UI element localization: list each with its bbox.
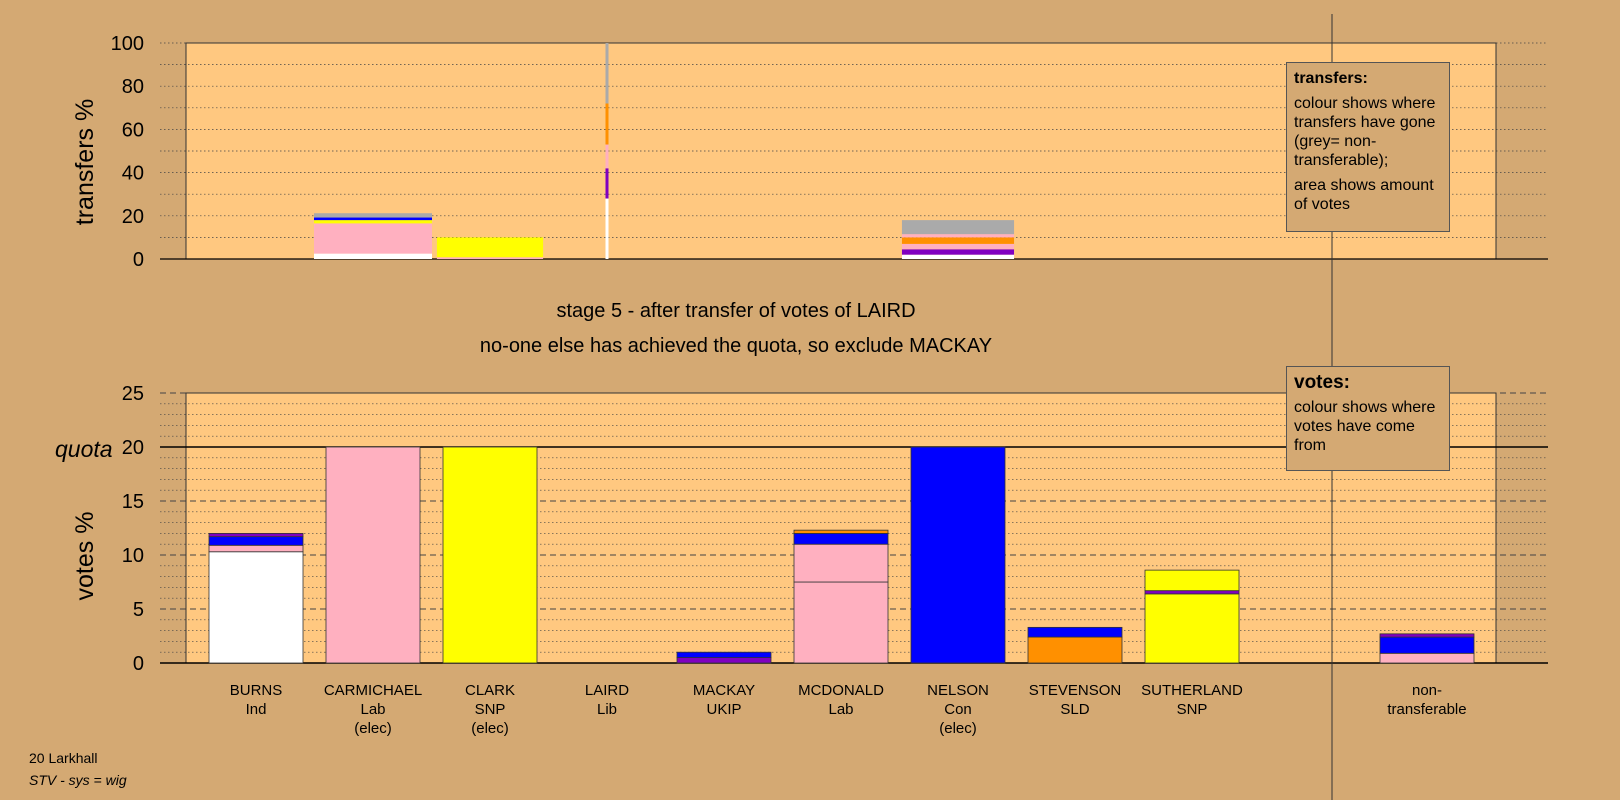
nontransferable-bar-segment bbox=[1379, 633, 1475, 638]
nontransferable-label: transferable bbox=[1387, 701, 1466, 718]
vote-bar-segment bbox=[208, 544, 304, 553]
transfer-bar-segment bbox=[901, 254, 1015, 259]
vote-bar-segment bbox=[1144, 590, 1240, 595]
ward-label: 20 Larkhall bbox=[29, 750, 98, 766]
candidate-label: SNP bbox=[475, 701, 506, 718]
vote-bar-segment bbox=[1144, 569, 1240, 592]
votes-legend-text: colour shows where votes have come from bbox=[1294, 399, 1436, 454]
votes-axis-title: votes % bbox=[71, 512, 99, 601]
transfers-legend-text2: area shows amount of votes bbox=[1294, 177, 1434, 213]
candidate-label: UKIP bbox=[706, 701, 741, 718]
quota-label: quota bbox=[55, 436, 113, 462]
candidate-label: (elec) bbox=[939, 720, 977, 737]
vote-bar-segment bbox=[793, 543, 889, 583]
transfers-legend-text1: colour shows where transfers have gone (… bbox=[1294, 95, 1436, 169]
vote-bar-segment bbox=[442, 446, 538, 664]
transfers-tick-label: 100 bbox=[111, 33, 144, 55]
candidate-label: MCDONALD bbox=[798, 682, 884, 699]
transfer-bar-segment bbox=[901, 220, 1015, 235]
votes-tick-label: 10 bbox=[122, 545, 144, 567]
stage-subtitle: no-one else has achieved the quota, so e… bbox=[479, 335, 993, 357]
transfers-tick-label: 0 bbox=[133, 249, 144, 271]
vote-bar-segment bbox=[1027, 626, 1123, 638]
candidate-label: Lab bbox=[360, 701, 385, 718]
transfer-bar-segment bbox=[605, 43, 609, 104]
nontransferable-bar-segment bbox=[1379, 652, 1475, 664]
candidate-label: Ind bbox=[246, 701, 267, 718]
votes-tick-label: 5 bbox=[133, 599, 144, 621]
transfer-bar-segment bbox=[314, 217, 432, 221]
votes-tick-label: 0 bbox=[133, 653, 144, 675]
transfers-legend-title: transfers: bbox=[1294, 70, 1368, 87]
transfer-bar-segment bbox=[901, 237, 1015, 244]
vote-bar-segment bbox=[1027, 636, 1123, 664]
transfers-tick-label: 20 bbox=[122, 206, 144, 228]
transfers-axis-title: transfers % bbox=[71, 99, 99, 225]
candidate-label: CLARK bbox=[465, 682, 515, 699]
votes-tick-label: 20 bbox=[122, 437, 144, 459]
transfer-bar-segment bbox=[436, 237, 544, 258]
vote-bar-segment bbox=[208, 536, 304, 546]
votes-legend: votes: colour shows where votes have com… bbox=[1286, 366, 1450, 471]
transfer-bar-segment bbox=[314, 220, 432, 224]
vote-bar-segment bbox=[1144, 593, 1240, 664]
transfers-legend: transfers: colour shows where transfers … bbox=[1286, 62, 1450, 232]
transfer-bar-segment bbox=[605, 144, 609, 169]
vote-bar-segment bbox=[208, 533, 304, 538]
candidate-label: LAIRD bbox=[585, 682, 629, 699]
vote-bar-segment bbox=[793, 533, 889, 545]
vote-bar-segment bbox=[793, 529, 889, 534]
vote-bar-segment bbox=[676, 651, 772, 659]
system-label: STV - sys = wig bbox=[29, 772, 127, 788]
votes-tick-label: 25 bbox=[122, 383, 144, 405]
candidate-label: STEVENSON bbox=[1029, 682, 1122, 699]
votes-legend-title: votes: bbox=[1294, 372, 1350, 393]
candidate-label: Lab bbox=[828, 701, 853, 718]
candidate-label: SLD bbox=[1060, 701, 1089, 718]
candidate-label: (elec) bbox=[471, 720, 509, 737]
candidate-label: CARMICHAEL bbox=[324, 682, 422, 699]
transfer-bar-segment bbox=[901, 243, 1015, 250]
transfer-bar-segment bbox=[436, 257, 544, 259]
vote-bar-segment bbox=[910, 446, 1006, 664]
transfers-tick-label: 60 bbox=[122, 119, 144, 141]
votes-tick-label: 15 bbox=[122, 491, 144, 513]
transfers-tick-label: 40 bbox=[122, 163, 144, 185]
candidate-label: Con bbox=[944, 701, 972, 718]
stage-title: stage 5 - after transfer of votes of LAI… bbox=[556, 300, 916, 322]
transfer-bar-segment bbox=[605, 198, 609, 259]
transfer-bar-segment bbox=[605, 168, 609, 199]
candidate-label: MACKAY bbox=[693, 682, 755, 699]
transfer-bar-segment bbox=[605, 103, 609, 145]
vote-bar-segment bbox=[676, 657, 772, 664]
candidate-label: Lib bbox=[597, 701, 617, 718]
vote-bar-segment bbox=[793, 581, 889, 664]
transfer-bar-segment bbox=[314, 213, 432, 218]
vote-bar-segment bbox=[208, 551, 304, 664]
transfers-tick-label: 80 bbox=[122, 76, 144, 98]
transfer-bar-segment bbox=[314, 223, 432, 254]
candidate-label: (elec) bbox=[354, 720, 392, 737]
nontransferable-bar-segment bbox=[1379, 636, 1475, 654]
vote-bar-segment bbox=[325, 446, 421, 664]
candidate-label: BURNS bbox=[230, 682, 283, 699]
candidate-label: SNP bbox=[1177, 701, 1208, 718]
nontransferable-label: non- bbox=[1412, 682, 1442, 699]
transfer-bar-segment bbox=[314, 253, 432, 259]
candidate-label: NELSON bbox=[927, 682, 989, 699]
candidate-labels: BURNS Ind CARMICHAEL Lab (elec) CLARK SNP (elec… bbox=[230, 682, 1467, 737]
candidate-label: SUTHERLAND bbox=[1141, 682, 1243, 699]
transfer-bar-segment bbox=[901, 249, 1015, 255]
transfer-bar-segment bbox=[901, 234, 1015, 238]
